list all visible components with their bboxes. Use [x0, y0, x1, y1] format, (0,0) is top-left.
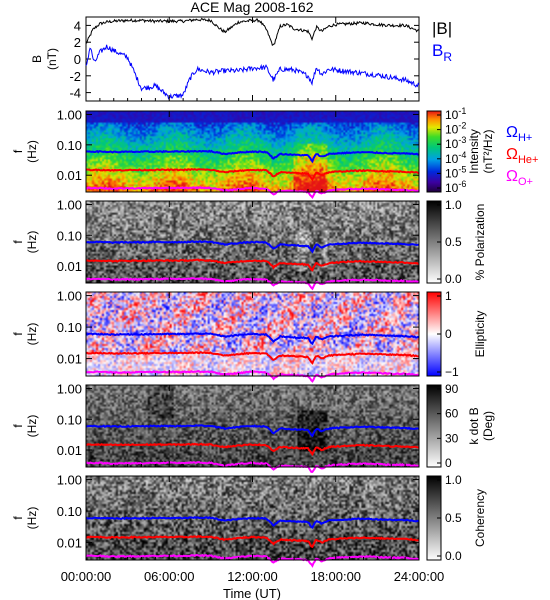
polarization-colorbar-title: % Polarization — [473, 204, 487, 281]
colorbar-tick-label: 10-6 — [445, 179, 466, 195]
coherency-panel: 1.00 0.10 0.01 f (Hz) 1.0 0.5 0.0 Coherency — [11, 473, 487, 568]
y-tick-label: 1.00 — [57, 473, 82, 488]
hplus-gyrofrequency-line — [85, 149, 420, 164]
colorbar-tick-label: 60 — [445, 407, 459, 421]
heplus-gyrofrequency-line — [85, 442, 420, 457]
colorbar-tick-label: 10-4 — [445, 150, 466, 166]
ellipticity-colorbar-title: Ellipticity — [473, 311, 487, 358]
colorbar-tick-label: 1.0 — [445, 473, 462, 487]
ellipticity-ylabel-units: (Hz) — [25, 323, 39, 346]
colorbar-tick-label: −1 — [445, 365, 459, 379]
y-tick-label: 0 — [74, 52, 81, 67]
legend-br: BR — [432, 41, 452, 64]
polarization-panel: 1.00 0.10 0.01 f (Hz) 1.0 0.5 0.0 % Polarization — [11, 198, 487, 291]
colorbar-tick-label: 10-2 — [445, 121, 466, 137]
y-tick-label: 1.00 — [57, 107, 82, 122]
coherency-ylabel-units: (Hz) — [25, 507, 39, 530]
coherency-colorbar-title: Coherency — [473, 489, 487, 547]
x-tick-label: 12:00:00 — [227, 569, 278, 584]
ellipticity-panel: 1.00 0.10 0.01 f (Hz) 1 0 −1 Ellipticity — [11, 289, 487, 383]
y-tick-label: -2 — [69, 69, 81, 84]
colorbar-tick-label: 1 — [445, 289, 452, 303]
magnetic-field-panel: 4 2 0 -2 -4 B (nT) |B| BR — [30, 16, 452, 102]
intensity-ylabel-units: (Hz) — [25, 140, 39, 163]
figure-title: ACE Mag 2008-162 — [191, 0, 314, 15]
colorbar-tick-label: 10-5 — [445, 164, 466, 180]
hplus-gyrofrequency-line — [85, 332, 420, 346]
bfield-ylabel-units: (nT) — [45, 48, 59, 70]
kdotb-colorbar-units: (Deg) — [481, 411, 495, 441]
y-tick-label: 1.00 — [57, 289, 82, 304]
ellipticity-ylabel: f — [11, 332, 25, 336]
colorbar-tick-label: 30 — [445, 431, 459, 445]
intensity-colorbar-units: (nT²/Hz) — [481, 130, 495, 174]
colorbar-tick-label: 0.5 — [445, 511, 462, 525]
polarization-ylabel-units: (Hz) — [25, 231, 39, 254]
x-tick-label: 24:00:00 — [394, 569, 445, 584]
intensity-ylabel: f — [11, 149, 25, 153]
colorbar-tick-label: 0.0 — [445, 549, 462, 563]
kdotb-ylabel-units: (Hz) — [25, 415, 39, 438]
hplus-gyrofrequency-line — [85, 240, 420, 254]
intensity-colorbar-title: Intensity — [467, 129, 481, 174]
y-tick-label: 0.10 — [57, 504, 82, 519]
heplus-gyrofrequency-line — [85, 534, 420, 549]
y-tick-label: 0.10 — [57, 228, 82, 243]
y-tick-label: 0.01 — [57, 259, 82, 274]
colorbar-tick-label: 0.5 — [445, 235, 462, 249]
y-tick-label: 0.01 — [57, 536, 82, 551]
x-tick-label: 18:00:00 — [310, 569, 361, 584]
y-tick-label: 1.00 — [57, 382, 82, 397]
legend-gyro-heplus: ΩHe+ — [506, 146, 538, 166]
x-tick-label: 06:00:00 — [144, 569, 195, 584]
heplus-gyrofrequency-line — [85, 167, 420, 182]
y-tick-label: 2 — [74, 35, 81, 50]
x-axis-label: Time (UT) — [223, 586, 281, 600]
br-series-line — [85, 44, 420, 100]
kdotb-ylabel: f — [11, 424, 25, 428]
y-tick-label: 4 — [74, 18, 81, 33]
y-tick-label: 0.10 — [57, 320, 82, 335]
colorbar-tick-label: 10-3 — [445, 135, 466, 151]
colorbar-tick-label: 10-1 — [445, 106, 466, 122]
kdotb-colorbar — [426, 384, 442, 468]
time-axis: 00:00:00 06:00:00 12:00:00 18:00:00 24:00:00 — [61, 17, 445, 584]
y-tick-label: 0.01 — [57, 168, 82, 183]
kdotb-panel: 1.00 0.10 0.01 f (Hz) 90 60 30 0 k dot B (Deg) — [11, 382, 495, 473]
colorbar-tick-label: 1.0 — [445, 198, 462, 212]
colorbar-tick-label: 0 — [445, 456, 452, 470]
legend-gyro-hplus: ΩH+ — [506, 124, 532, 144]
heplus-gyrofrequency-line — [86, 351, 420, 365]
colorbar-tick-label: 0 — [445, 327, 452, 341]
legend-bmag: |B| — [432, 19, 452, 38]
heplus-gyrofrequency-line — [85, 258, 420, 272]
polarization-ylabel: f — [11, 240, 25, 244]
hplus-gyrofrequency-line — [85, 516, 420, 529]
y-tick-label: 0.10 — [57, 412, 82, 427]
intensity-colorbar — [426, 110, 442, 193]
coherency-ylabel: f — [11, 516, 25, 520]
bfield-ylabel: B — [30, 55, 44, 63]
legend-gyro-oplus: ΩO+ — [506, 168, 533, 188]
y-tick-label: 0.01 — [57, 443, 82, 458]
y-tick-label: 1.00 — [57, 198, 82, 213]
intensity-panel: 1.00 0.10 0.01 f (Hz) 10-110-210-310-410-510-… — [11, 106, 538, 199]
colorbar-tick-label: 0.0 — [445, 272, 462, 286]
y-tick-label: 0.01 — [57, 352, 82, 367]
y-tick-label: 0.10 — [57, 138, 82, 153]
bfield-plot-frame — [85, 16, 420, 102]
y-tick-label: -4 — [69, 86, 81, 101]
colorbar-tick-label: 90 — [445, 382, 459, 396]
kdotb-colorbar-title: k dot B — [467, 407, 481, 444]
x-tick-label: 00:00:00 — [61, 569, 112, 584]
hplus-gyrofrequency-line — [85, 424, 420, 438]
